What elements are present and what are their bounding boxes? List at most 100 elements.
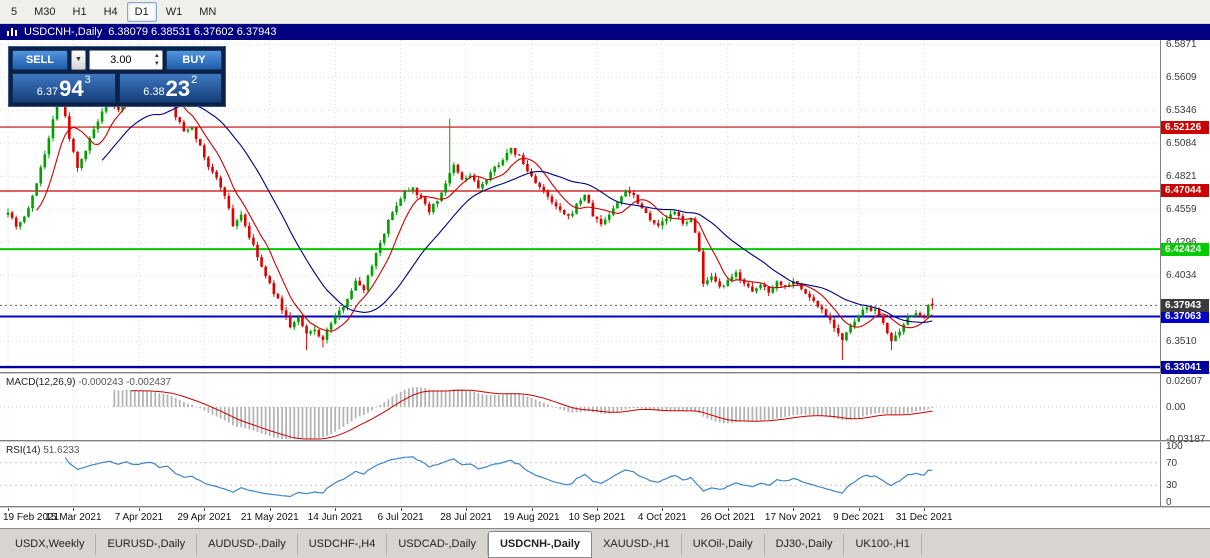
timeframe-button-5[interactable]: 5 (11, 5, 18, 18)
price-axis-label: 6.5084 (1166, 138, 1197, 150)
rsi-axis-label: 100 (1166, 441, 1183, 452)
rsi-label: RSI(14) 51.6233 (6, 445, 80, 456)
price-axis-label: 6.3510 (1166, 336, 1197, 348)
date-tick (662, 508, 664, 511)
chart-tab-ukoil-daily[interactable]: UKOil-,Daily (682, 534, 765, 555)
macd-axis-label: -0.03187 (1166, 433, 1206, 445)
price-axis (1160, 40, 1210, 508)
date-axis-label: 14 Jun 2021 (307, 512, 363, 523)
date-tick (727, 508, 729, 511)
current-price-badge: 6.37943 (1161, 298, 1209, 312)
chart-symbol-title: USDCNH-,Daily (24, 26, 103, 38)
bid-prefix: 6.37 (36, 86, 59, 98)
macd-axis-label: 0.00 (1166, 402, 1186, 413)
one-click-trading-panel: SELL ▼ ▲▼ BUY 6.37 94 3 6.38 23 2 (8, 46, 226, 107)
date-tick (73, 508, 75, 511)
date-tick (8, 508, 9, 511)
volume-stepper[interactable]: ▲ ▼ (152, 52, 162, 68)
price-level-badge: 6.52126 (1161, 120, 1209, 134)
date-axis-label: 31 Dec 2021 (895, 512, 953, 523)
chart-tab-bar: USDX,Weekly EURUSD-,Daily AUDUSD-,Daily USD… (0, 528, 1210, 558)
price-axis-label: 6.4034 (1166, 270, 1197, 282)
macd-canvas[interactable] (0, 374, 1160, 440)
chart-tab-eurusd-daily[interactable]: EURUSD-,Daily (96, 534, 198, 555)
date-tick (269, 508, 271, 511)
ask-big-digits: 23 (165, 76, 191, 101)
price-axis-label: 6.5609 (1166, 72, 1197, 84)
timeframe-button-MN[interactable]: MN (199, 5, 217, 18)
date-tick (858, 508, 860, 511)
date-axis-label: 10 Sep 2021 (568, 512, 626, 523)
price-level-badge: 6.42424 (1161, 242, 1209, 256)
volume-up-icon[interactable]: ▲ (153, 53, 160, 59)
date-axis-label: 29 Apr 2021 (177, 512, 232, 523)
ask-price-box[interactable]: 6.38 23 2 (118, 73, 222, 103)
ask-sup-digit: 2 (191, 74, 198, 86)
panel-splitter[interactable] (0, 506, 1210, 508)
volume-input[interactable] (90, 54, 152, 66)
chart-tab-xauusd-h1[interactable]: XAUUSD-,H1 (592, 534, 682, 555)
price-axis-label: 6.5871 (1166, 39, 1197, 51)
timeframe-button-H1[interactable]: H1 (72, 5, 87, 18)
date-axis-label: 17 Nov 2021 (764, 512, 822, 523)
date-axis-label: 15 Mar 2021 (45, 512, 102, 523)
main-chart-panel[interactable]: SELL ▼ ▲▼ BUY 6.37 94 3 6.38 23 2 (0, 40, 1160, 372)
chart-tab-usdcnh-daily[interactable]: USDCNH-,Daily (487, 531, 593, 558)
date-axis-label: 19 Feb 2021 (3, 512, 60, 523)
chart-tab-dj30-daily[interactable]: DJ30-,Daily (765, 534, 845, 555)
macd-panel[interactable] (0, 374, 1160, 440)
chart-ohlc-readout: 6.38079 6.38531 6.37602 6.37943 (108, 26, 277, 38)
chart-tab-usdchf-h4[interactable]: USDCHF-,H4 (298, 534, 388, 555)
rsi-panel[interactable] (0, 442, 1160, 506)
date-axis-label: 7 Apr 2021 (114, 512, 164, 523)
timeframe-button-W1[interactable]: W1 (165, 5, 183, 18)
chart-tab-uk100-h1[interactable]: UK100-,H1 (844, 534, 922, 555)
chart-icon (6, 27, 18, 37)
price-level-badge: 6.37063 (1161, 310, 1209, 323)
rsi-axis-label: 70 (1166, 457, 1178, 469)
date-tick (138, 508, 140, 511)
date-tick (400, 508, 402, 511)
rsi-axis-label: 30 (1166, 480, 1178, 492)
ask-prefix: 6.38 (143, 86, 165, 98)
volume-down-icon[interactable]: ▼ (153, 61, 160, 67)
date-tick (204, 508, 206, 511)
macd-axis-label: 0.02607 (1166, 376, 1203, 387)
date-axis-label: 4 Oct 2021 (637, 512, 687, 523)
bid-sup-digit: 3 (84, 74, 91, 86)
date-tick (531, 508, 533, 511)
timeframe-button-H4[interactable]: H4 (103, 5, 118, 18)
timeframe-button-M30[interactable]: M30 (34, 5, 56, 18)
date-axis-label: 26 Oct 2021 (700, 512, 756, 523)
rsi-axis-label: 0 (1166, 497, 1172, 508)
date-tick (924, 508, 926, 511)
date-tick (466, 508, 468, 511)
volume-field: ▲▼ (89, 50, 163, 70)
macd-label: MACD(12,26,9) -0.000243 -0.002437 (6, 377, 172, 388)
macd-values: -0.000243 -0.002437 (78, 377, 172, 388)
chart-tab-audusd-daily[interactable]: AUDUSD-,Daily (197, 534, 298, 555)
chart-tab-usdx-weekly[interactable]: USDX,Weekly (4, 534, 97, 555)
timeframe-button-D1[interactable]: D1 (126, 1, 157, 22)
date-axis-label: 21 May 2021 (240, 512, 299, 523)
volume-dropdown-button[interactable]: ▼ (71, 50, 86, 70)
bid-big-digits: 94 (59, 76, 84, 101)
panel-splitter[interactable] (0, 372, 1210, 374)
panel-splitter[interactable] (0, 440, 1210, 442)
chart-title-bar: USDCNH-,Daily 6.38079 6.38531 6.37602 6.… (0, 24, 1210, 40)
price-level-badge: 6.47044 (1161, 184, 1209, 198)
buy-button[interactable]: BUY (166, 50, 222, 70)
sell-button[interactable]: SELL (12, 50, 68, 70)
timeframe-toolbar: 5 M30 H1 H4 D1 W1 MN (0, 0, 1210, 24)
price-axis-label: 6.4559 (1166, 204, 1197, 216)
date-axis-label: 6 Jul 2021 (377, 512, 424, 523)
price-axis-label: 6.4821 (1166, 171, 1197, 183)
price-level-badge: 6.33041 (1161, 360, 1209, 374)
date-axis: 19 Feb 2021 15 Mar 2021 7 Apr 2021 29 Apr 2… (0, 508, 1210, 528)
chart-tab-usdcad-daily[interactable]: USDCAD-,Daily (387, 534, 488, 555)
main-chart-canvas[interactable] (0, 40, 1160, 372)
bid-price-box[interactable]: 6.37 94 3 (12, 73, 116, 103)
date-tick (596, 508, 598, 511)
rsi-canvas[interactable] (0, 442, 1160, 506)
rsi-value: 51.6233 (43, 445, 80, 456)
